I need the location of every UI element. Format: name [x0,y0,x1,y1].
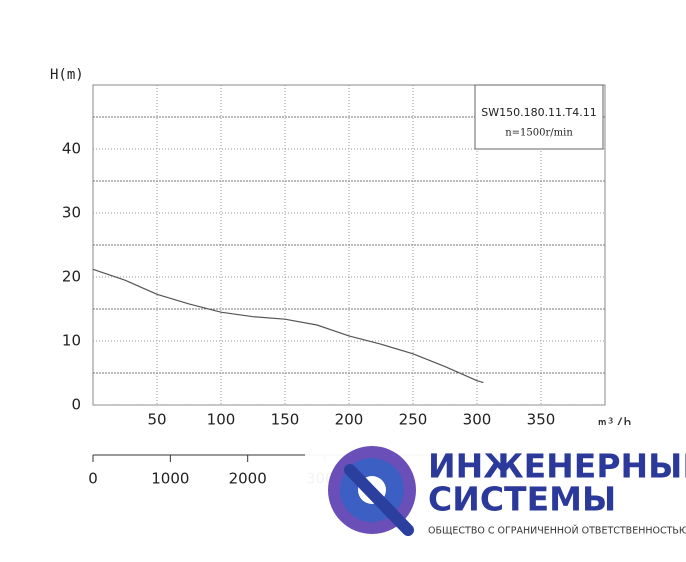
x-tick-label: 200 [335,411,364,429]
x-tick-label: 350 [527,411,556,429]
speed-label: n=1500r/min [505,128,573,139]
y-axis-label: H(m) [50,67,84,83]
model-label: SW150.180.11.T4.11 [481,106,597,119]
x-tick-label: 50 [147,411,166,429]
y-tick-label: 0 [71,396,81,414]
logo-line1: ИНЖЕНЕРНЫЕ [428,447,686,486]
y-tick-label: 40 [62,140,81,158]
x-tick-label: 100 [207,411,236,429]
x-tick-label: 250 [399,411,428,429]
model-box [474,84,604,150]
x-tick-label: 300 [463,411,492,429]
logo-line2: СИСТЕМЫ [428,480,616,519]
logo: ИНЖЕНЕРНЫЕ СИСТЕМЫ ОБЩЕСТВО С ОГРАНИЧЕНН… [305,425,686,562]
x2-tick-label: 2000 [229,470,267,488]
plot: 0 10 20 30 40 50 100 150 200 250 300 350 [62,84,606,429]
y-tick-label: 20 [62,268,81,286]
curve [92,268,484,384]
x2-tick-label: 1000 [151,470,189,488]
y-tick-label: 10 [62,332,81,350]
x-tick-label: 150 [271,411,300,429]
x2-tick-label: 0 [88,470,98,488]
y-tick-label: 30 [62,204,81,222]
logo-line3: ОБЩЕСТВО С ОГРАНИЧЕННОЙ ОТВЕТСТВЕННОСТЬЮ [428,525,686,537]
logo-wrench [344,464,414,536]
